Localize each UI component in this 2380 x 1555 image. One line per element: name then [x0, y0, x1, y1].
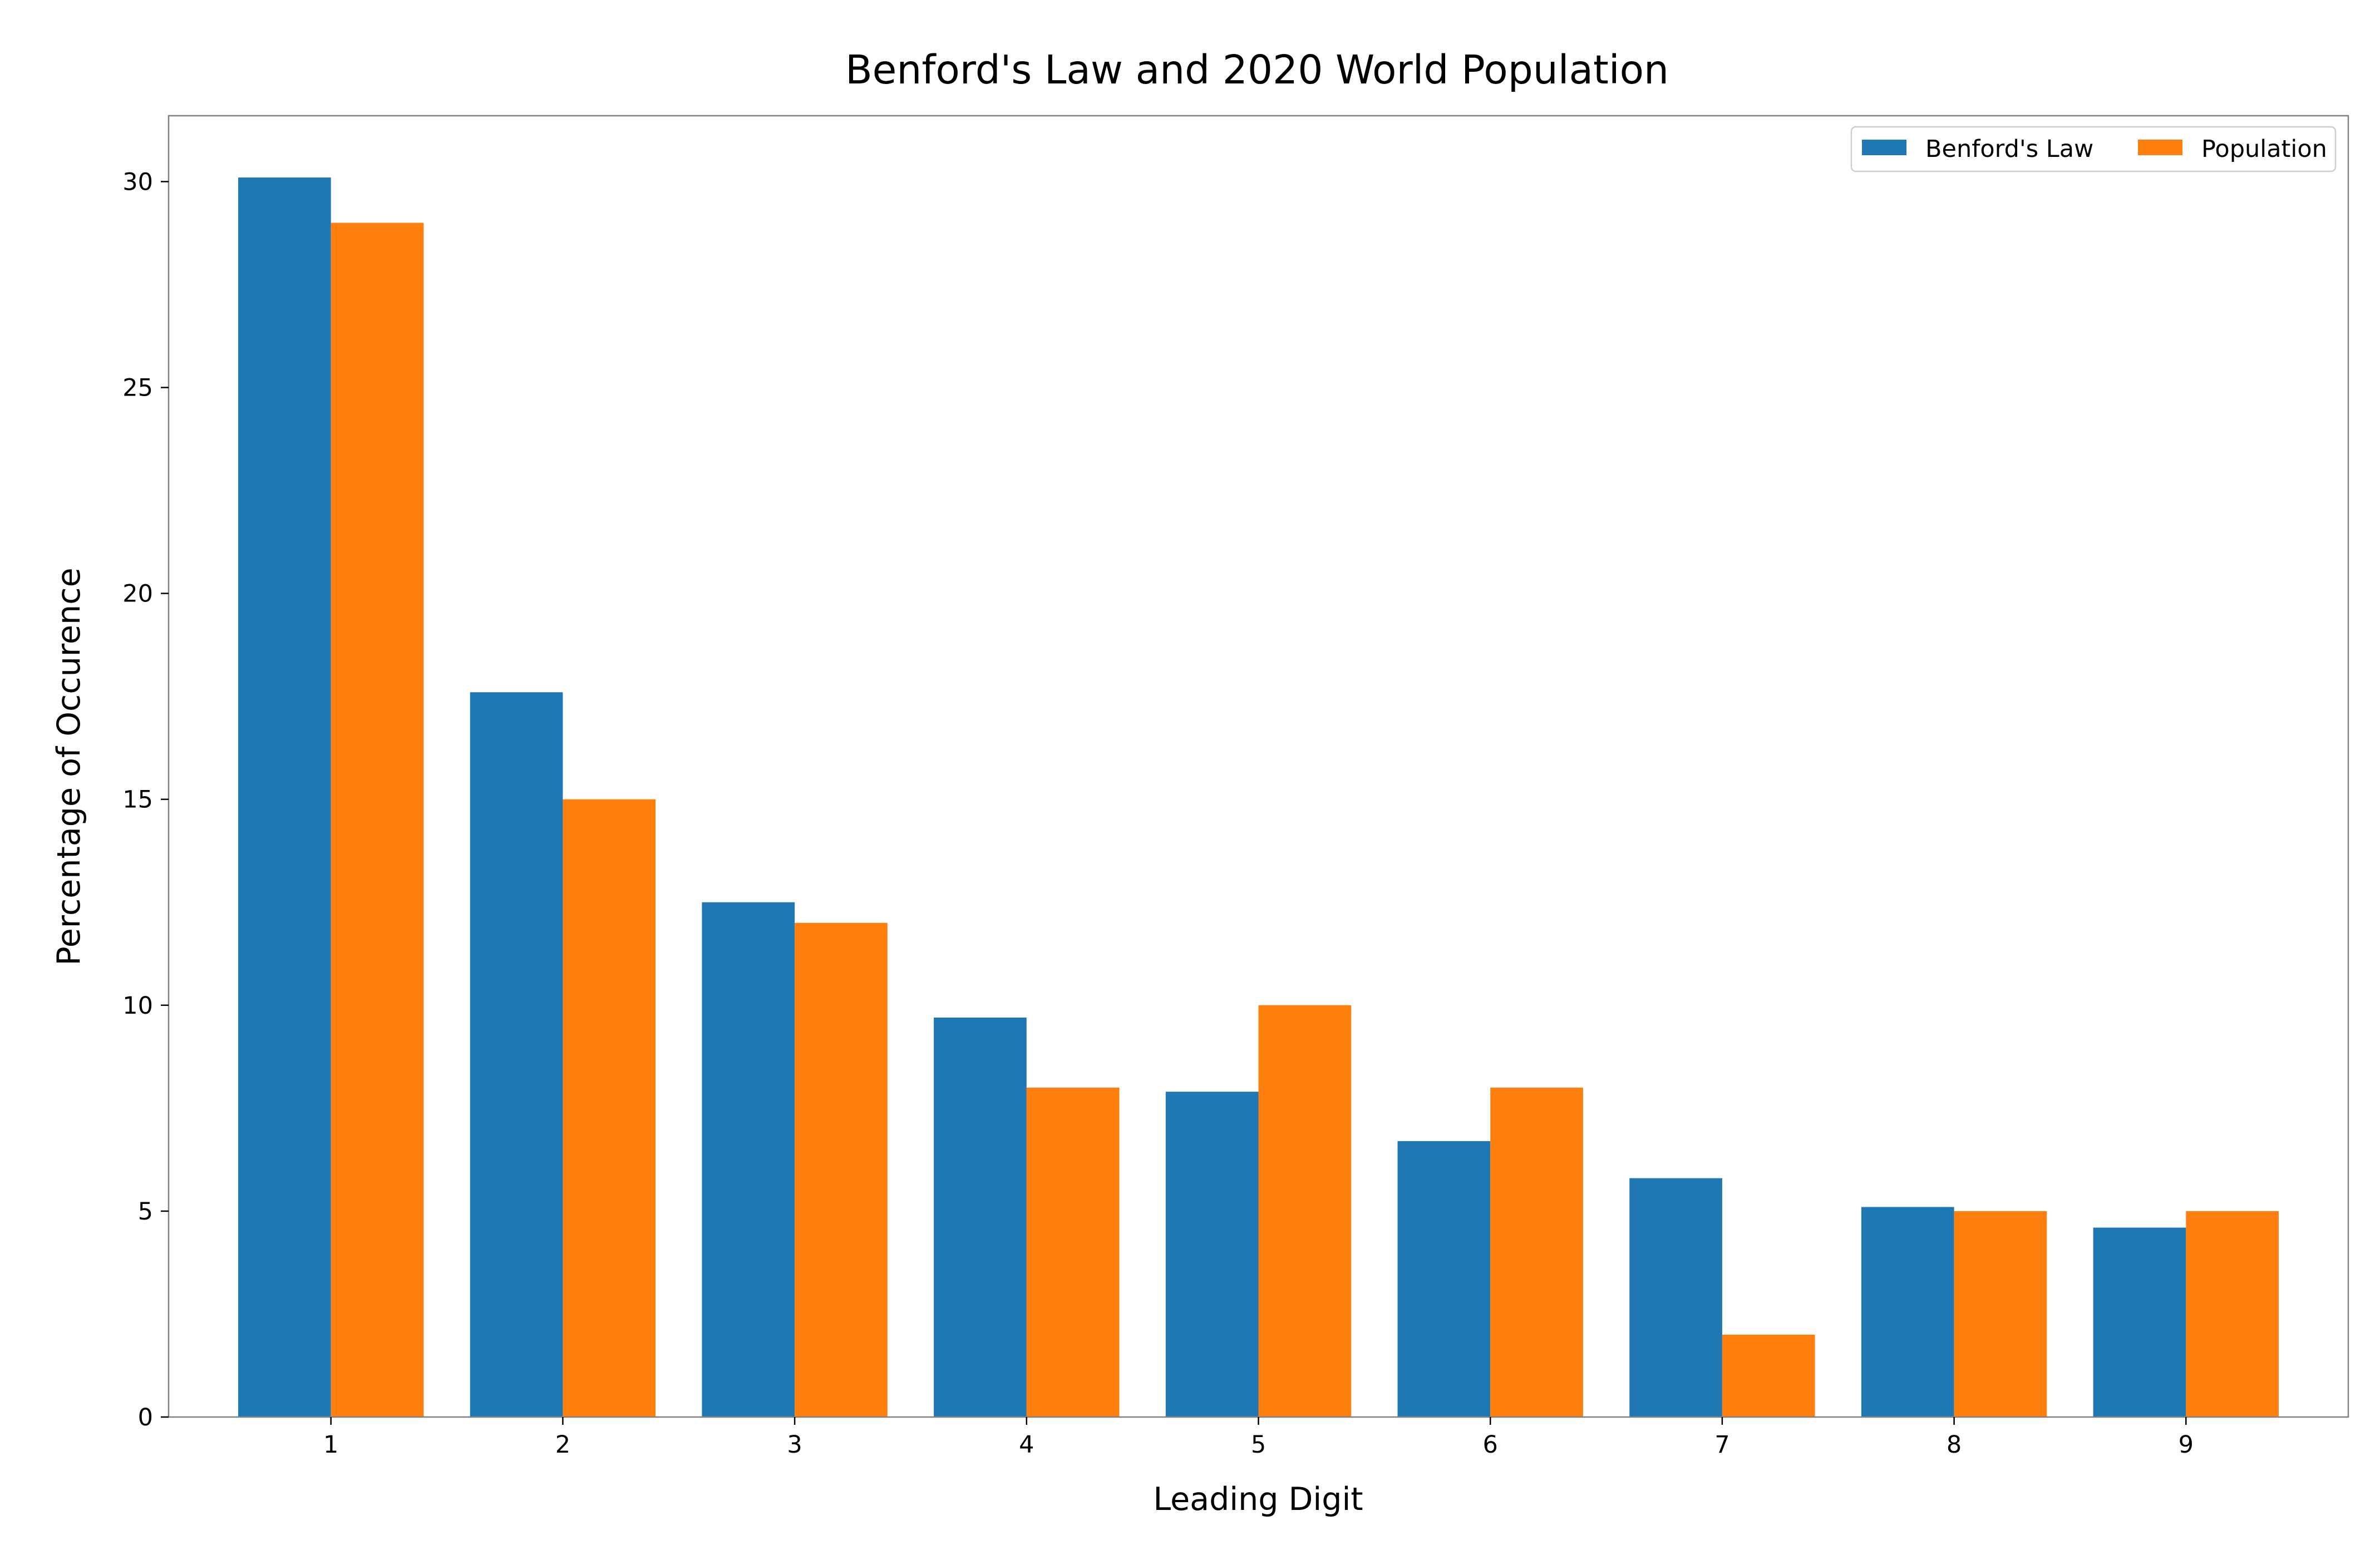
y-axis-label: Percentage of Occurence — [51, 567, 87, 965]
bar-benford-s-law-4 — [934, 1018, 1027, 1417]
bar-population-5 — [1258, 1005, 1352, 1417]
chart-title: Benford's Law and 2020 World Population — [845, 47, 1669, 93]
x-tick-label: 4 — [1019, 1431, 1034, 1459]
plot-area — [167, 115, 2349, 1418]
bar-population-8 — [1954, 1211, 2047, 1417]
bar-population-6 — [1490, 1087, 1583, 1417]
bar-benford-s-law-1 — [238, 177, 331, 1417]
legend-swatch-population — [2138, 140, 2182, 155]
y-tick-label: 15 — [122, 786, 153, 814]
x-tick-label: 8 — [1947, 1431, 1962, 1459]
bar-population-1 — [331, 223, 424, 1417]
bar-benford-s-law-9 — [2093, 1227, 2186, 1417]
bar-benford-s-law-6 — [1397, 1141, 1491, 1417]
legend-swatch-benfords-law — [1862, 140, 1906, 155]
bar-population-4 — [1026, 1087, 1120, 1417]
y-tick-label: 10 — [122, 992, 153, 1020]
x-axis-label: Leading Digit — [1153, 1481, 1363, 1518]
x-tick-label: 3 — [787, 1431, 802, 1459]
y-tick-label: 25 — [122, 374, 153, 402]
bar-population-2 — [563, 799, 656, 1417]
bar-population-9 — [2186, 1211, 2279, 1417]
x-tick-label: 5 — [1251, 1431, 1266, 1459]
x-tick-label: 6 — [1483, 1431, 1498, 1459]
y-tick-label: 30 — [122, 168, 153, 196]
x-tick-label: 9 — [2179, 1431, 2194, 1459]
bar-benford-s-law-7 — [1629, 1178, 1722, 1417]
x-tick-label: 7 — [1714, 1431, 1729, 1459]
legend: Benford's Law Population — [1850, 126, 2337, 172]
x-tick-label: 1 — [323, 1431, 338, 1459]
bar-population-7 — [1722, 1334, 1815, 1417]
bar-population-3 — [795, 922, 888, 1417]
bar-benford-s-law-3 — [702, 902, 795, 1417]
y-tick-label: 0 — [138, 1404, 153, 1431]
y-tick-label: 5 — [138, 1198, 153, 1226]
x-tick-label: 2 — [555, 1431, 570, 1459]
bars — [238, 177, 2279, 1417]
x-axis: 1 2 3 4 5 6 7 8 9 — [323, 1417, 2194, 1459]
bar-benford-s-law-8 — [1861, 1207, 1954, 1417]
bar-benford-s-law-5 — [1165, 1092, 1259, 1417]
legend-label-benfords-law: Benford's Law — [1925, 135, 2093, 163]
y-axis: 0 5 10 15 20 25 30 — [122, 168, 169, 1431]
legend-frame — [1850, 126, 2337, 172]
y-tick-label: 20 — [122, 580, 153, 608]
bar-benford-s-law-2 — [470, 692, 563, 1417]
legend-label-population: Population — [2201, 135, 2327, 163]
